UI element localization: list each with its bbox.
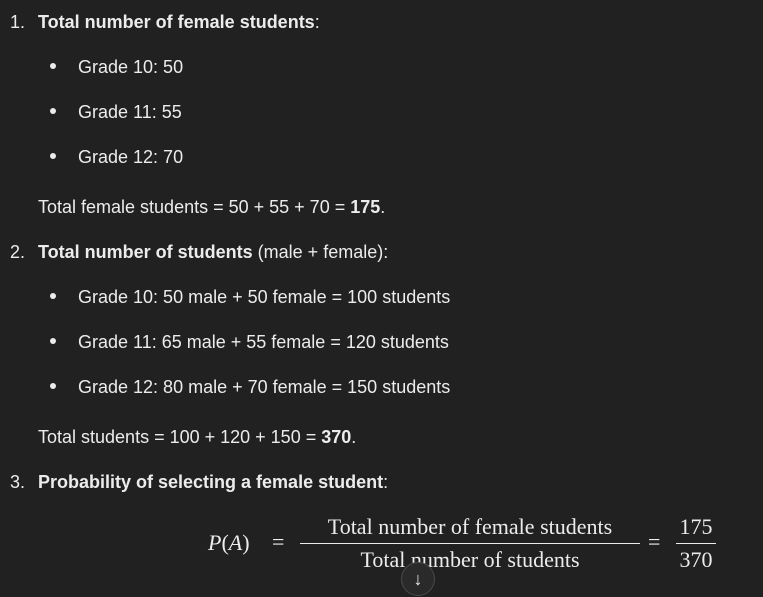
- step-suffix: :: [383, 472, 389, 492]
- fraction-numerator: 175: [679, 514, 713, 539]
- formula-equals: =: [272, 529, 285, 554]
- formula-variable: P: [208, 530, 222, 555]
- bullet-icon: [50, 153, 56, 160]
- list-item-text: Grade 11: 65 male + 55 female = 120 stud…: [78, 332, 449, 352]
- bullet-icon: [50, 293, 56, 300]
- step-number: 3.: [10, 472, 26, 492]
- bullet-icon: [50, 108, 56, 115]
- list-item: Grade 10: 50 male + 50 female = 100 stud…: [50, 285, 450, 309]
- list-item: Grade 10: 50: [50, 55, 183, 79]
- fraction-bar: [300, 543, 640, 544]
- total-female-line: Total female students = 50 + 55 + 70 = 1…: [38, 195, 385, 219]
- arrow-down-icon: ↓: [413, 568, 423, 589]
- step-suffix: (male + female):: [252, 242, 389, 262]
- fraction-denominator: Total number of students: [360, 547, 580, 572]
- step-number: 1.: [10, 12, 26, 32]
- total-suffix: .: [380, 197, 386, 217]
- formula-paren-close: ): [242, 530, 250, 555]
- list-item-text: Grade 11: 55: [78, 102, 182, 122]
- step-title: Total number of female students: [38, 12, 315, 32]
- scroll-down-button[interactable]: ↓: [401, 562, 435, 596]
- step-suffix: :: [314, 12, 320, 32]
- total-text: Total students = 100 + 120 + 150 =: [38, 427, 322, 447]
- formula-lhs: P(A): [208, 530, 250, 556]
- fraction-numerator: Total number of female students: [327, 514, 613, 539]
- list-item: Grade 11: 55: [50, 100, 182, 124]
- list-item-text: Grade 10: 50: [78, 57, 184, 77]
- formula-equals: =: [648, 529, 661, 554]
- total-value: 370: [321, 427, 352, 447]
- fraction-numbers: 175 370: [676, 512, 716, 575]
- formula-argument: A: [228, 530, 243, 555]
- list-item: Grade 11: 65 male + 55 female = 120 stud…: [50, 330, 449, 354]
- step-1-heading: 1. Total number of female students:: [10, 10, 320, 34]
- total-value: 175: [350, 197, 381, 217]
- bullet-icon: [50, 63, 56, 70]
- fraction-words: Total number of female students Total nu…: [300, 512, 640, 575]
- list-item-text: Grade 12: 80 male + 70 female = 150 stud…: [78, 377, 451, 397]
- total-text: Total female students = 50 + 55 + 70 =: [38, 197, 351, 217]
- step-3-heading: 3. Probability of selecting a female stud…: [10, 470, 388, 494]
- bullet-icon: [50, 383, 56, 390]
- step-2-heading: 2. Total number of students (male + femal…: [10, 240, 388, 264]
- step-title: Total number of students: [38, 242, 253, 262]
- fraction-bar: [676, 543, 716, 544]
- total-suffix: .: [351, 427, 357, 447]
- fraction-denominator: 370: [679, 547, 713, 572]
- total-students-line: Total students = 100 + 120 + 150 = 370.: [38, 425, 356, 449]
- bullet-icon: [50, 338, 56, 345]
- list-item: Grade 12: 80 male + 70 female = 150 stud…: [50, 375, 450, 399]
- list-item: Grade 12: 70: [50, 145, 183, 169]
- step-number: 2.: [10, 242, 26, 262]
- list-item-text: Grade 10: 50 male + 50 female = 100 stud…: [78, 287, 451, 307]
- formula-paren-open: (: [221, 530, 229, 555]
- step-title: Probability of selecting a female studen…: [38, 472, 384, 492]
- list-item-text: Grade 12: 70: [78, 147, 184, 167]
